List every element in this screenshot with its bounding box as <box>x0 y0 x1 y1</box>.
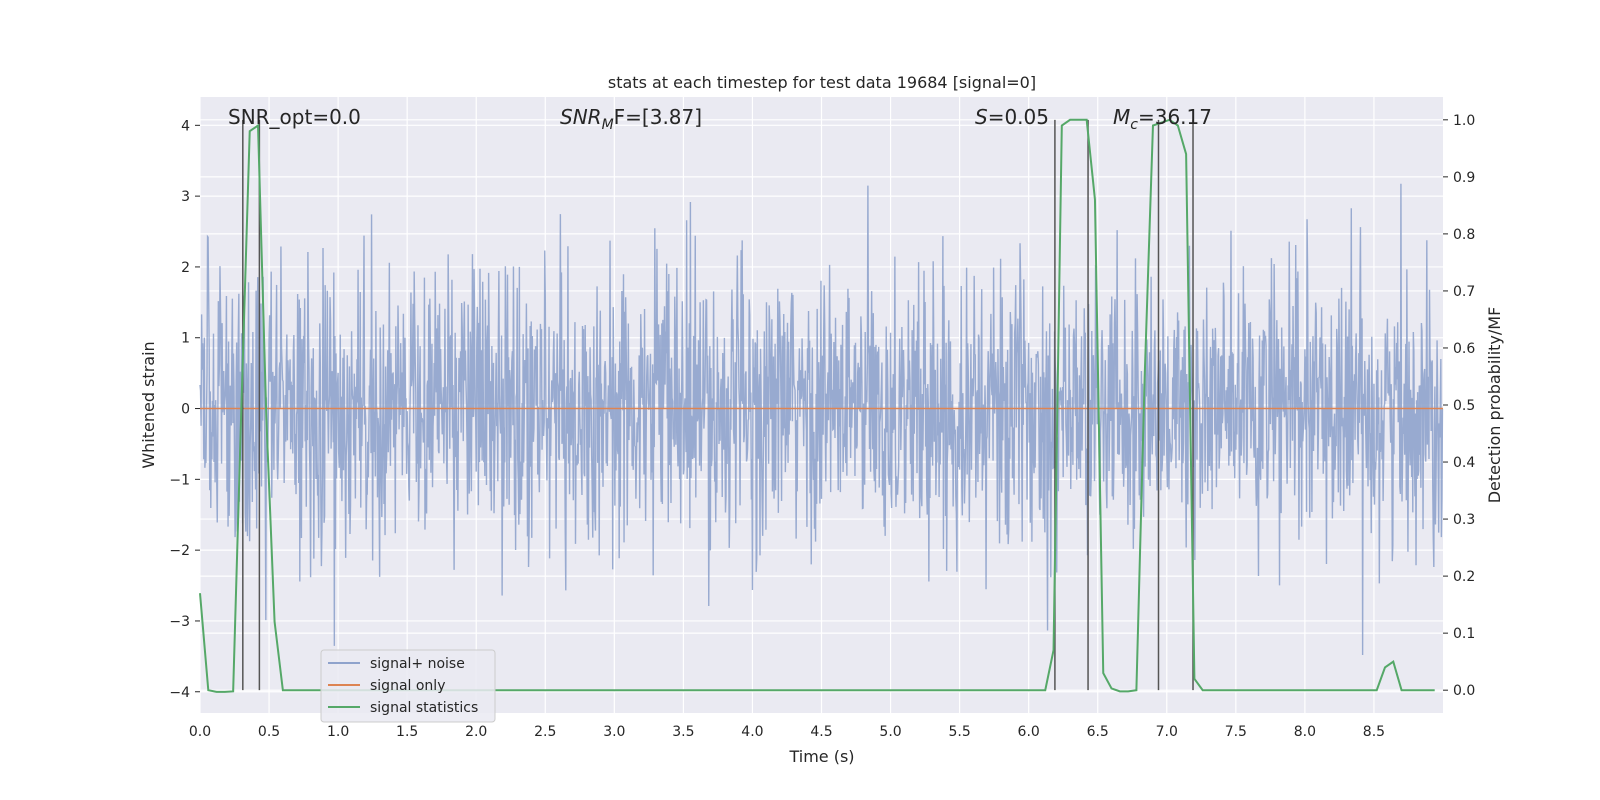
x-tick-label: 4.0 <box>741 724 763 740</box>
x-axis-label: Time (s) <box>788 747 854 766</box>
legend-label-signal-only: signal only <box>370 678 445 694</box>
y-tick-label-left: −2 <box>169 543 190 559</box>
x-tick-label: 2.0 <box>465 724 487 740</box>
legend-label-signal-noise: signal+ noise <box>370 656 465 672</box>
signal-noise-line <box>199 183 1444 655</box>
mc-base: M <box>1113 105 1130 129</box>
x-tick-label: 6.0 <box>1018 724 1040 740</box>
y-tick-label-right: 0.0 <box>1453 683 1475 699</box>
signal-noise-series <box>199 183 1444 655</box>
x-tick-label: 8.5 <box>1363 724 1385 740</box>
signal-statistics-series <box>199 118 1435 693</box>
y-tick-label-right: 0.7 <box>1453 284 1475 300</box>
y-tick-label-right: 0.3 <box>1453 512 1475 528</box>
y-tick-label-left: −3 <box>169 614 190 630</box>
snr-mf-base: SNR <box>560 105 602 129</box>
y-tick-label-right: 0.9 <box>1453 170 1475 186</box>
y-tick-label-left: −4 <box>169 685 190 701</box>
x-tick-label: 3.0 <box>603 724 625 740</box>
y-tick-label-right: 0.4 <box>1453 455 1475 471</box>
y-tick-label-right: 0.6 <box>1453 341 1475 357</box>
y-tick-label-right: 0.5 <box>1453 398 1475 414</box>
axis-ticks: 0.0 0.5 1.0 1.5 2.0 2.5 3.0 3.5 4.0 4.5 5.0 5.5 6.0 6… <box>169 113 1475 740</box>
y-tick-label-left: 1 <box>181 331 190 347</box>
y-tick-label-right: 0.1 <box>1453 626 1475 642</box>
y-tick-label-left: 0 <box>181 402 190 418</box>
y-tick-label-right: 0.2 <box>1453 569 1475 585</box>
x-tick-label: 0.0 <box>189 724 211 740</box>
annotation-mc: Mc=36.17 <box>1113 105 1212 133</box>
signal-statistics-line <box>199 118 1435 693</box>
chart-title: stats at each timestep for test data 196… <box>608 73 1036 92</box>
y-axis-label-right: Detection probability/MF <box>1485 307 1504 504</box>
y-tick-label-left: −1 <box>169 472 190 488</box>
mc-value: =36.17 <box>1138 105 1212 129</box>
x-tick-label: 1.5 <box>396 724 418 740</box>
x-tick-label: 7.0 <box>1156 724 1178 740</box>
legend: signal+ noise signal only signal statist… <box>320 649 496 723</box>
snr-mf-sub: M <box>602 117 614 133</box>
annotation-s: S=0.05 <box>975 105 1049 129</box>
x-tick-label: 7.5 <box>1225 724 1247 740</box>
x-tick-label: 8.0 <box>1294 724 1316 740</box>
x-tick-label: 2.5 <box>534 724 556 740</box>
legend-label-signal-statistics: signal statistics <box>370 700 478 716</box>
y-tick-label-left: 2 <box>181 260 190 276</box>
y-axis-label-left: Whitened strain <box>139 341 158 468</box>
y-tick-label-right: 0.8 <box>1453 227 1475 243</box>
x-tick-label: 6.5 <box>1087 724 1109 740</box>
x-tick-label: 4.5 <box>810 724 832 740</box>
s-value: =0.05 <box>988 105 1049 129</box>
x-tick-label: 3.5 <box>672 724 694 740</box>
annotation-snr-mf: SNRMF=[3.87] <box>560 105 702 133</box>
x-tick-label: 5.5 <box>948 724 970 740</box>
y-tick-label-right: 1.0 <box>1453 113 1475 129</box>
y-tick-label-left: 4 <box>181 118 190 134</box>
x-tick-label: 5.0 <box>879 724 901 740</box>
legend-box <box>320 649 496 723</box>
snr-mf-rest: F=[3.87] <box>614 105 702 129</box>
x-tick-label: 0.5 <box>258 724 280 740</box>
s-italic: S <box>975 105 988 129</box>
y-tick-label-left: 3 <box>181 189 190 205</box>
x-tick-label: 1.0 <box>327 724 349 740</box>
mc-sub: c <box>1130 117 1138 133</box>
annotation-snr-opt: SNR_opt=0.0 <box>228 105 361 129</box>
